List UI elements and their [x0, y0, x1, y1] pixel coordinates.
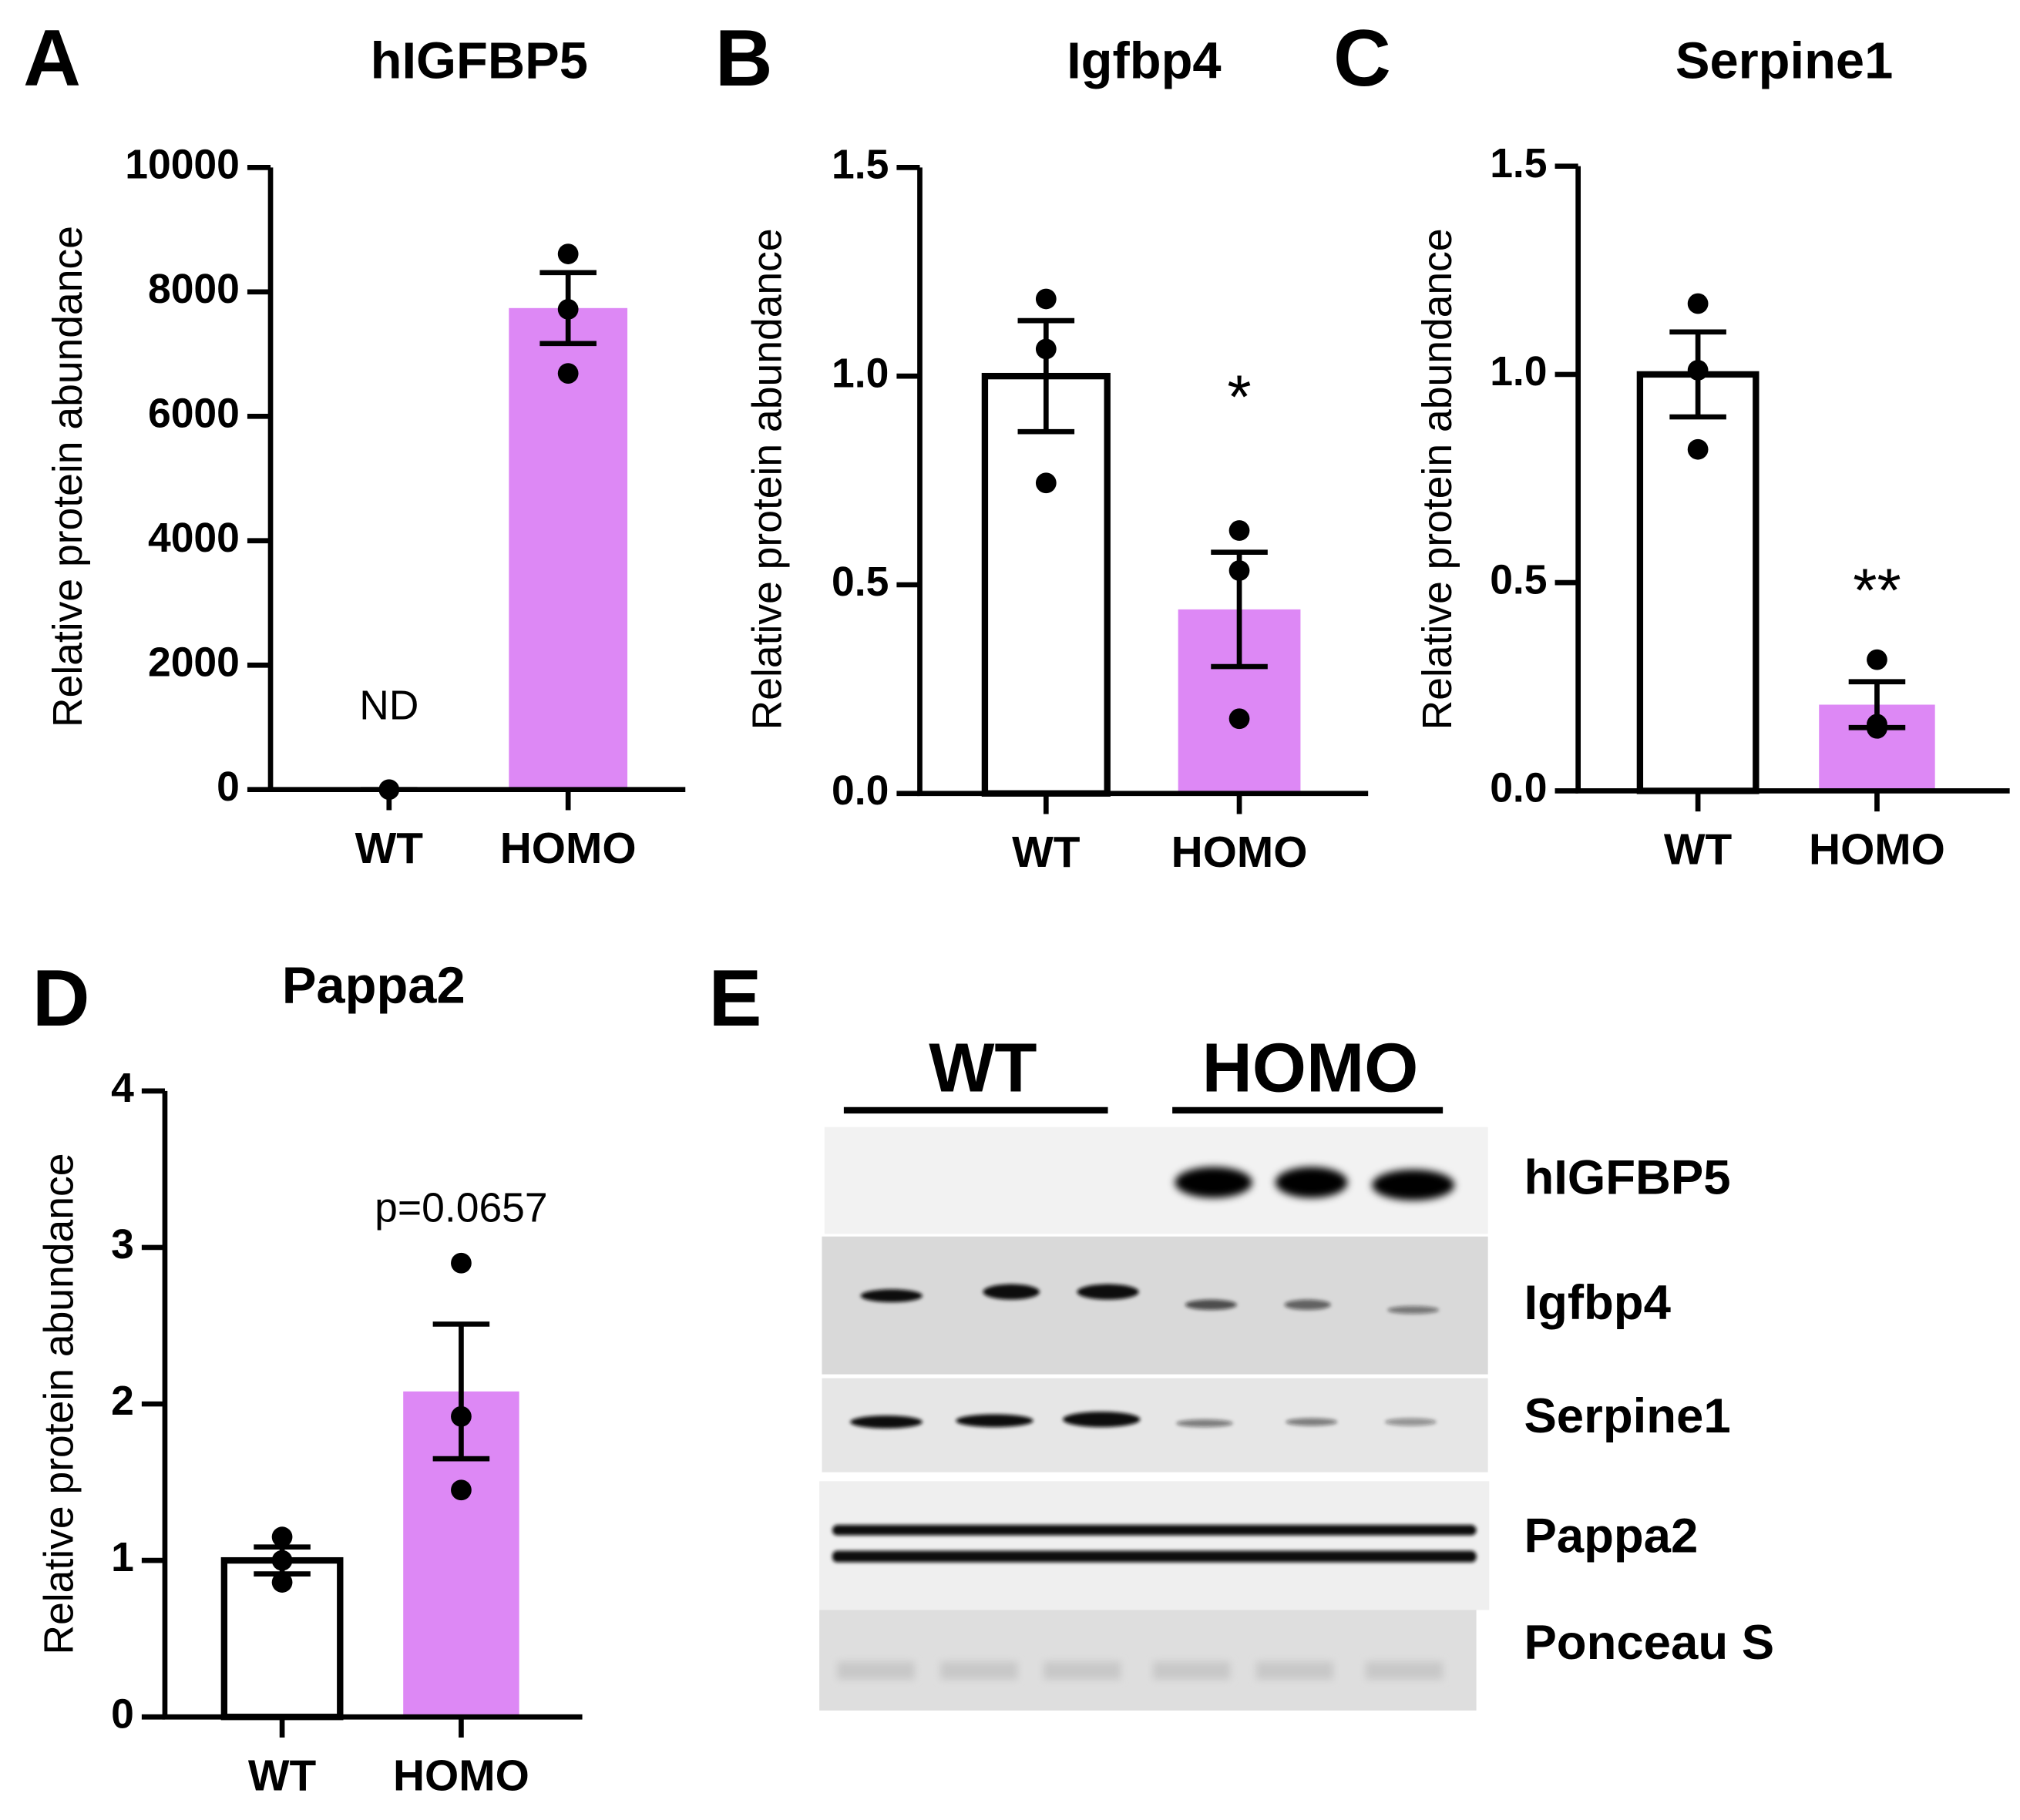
y-tick-label: 1.5 — [832, 142, 889, 187]
error-bar — [1848, 679, 1906, 730]
data-point — [557, 363, 579, 384]
x-tick-label: HOMO — [393, 1751, 529, 1800]
panel-label: E — [708, 953, 761, 1043]
y-tick-label: 1.0 — [1490, 349, 1547, 395]
group-label: HOMO — [1202, 1029, 1419, 1106]
data-point — [1687, 293, 1709, 314]
data-point — [1867, 649, 1887, 670]
x-tick-label: WT — [248, 1751, 317, 1800]
annotation: ND — [359, 683, 418, 729]
x-tick-label: WT — [1012, 828, 1081, 877]
y-tick-label: 0.0 — [1490, 766, 1547, 811]
y-tick-label: 2 — [111, 1378, 134, 1424]
chart-title: Igfbp4 — [1067, 32, 1222, 89]
y-tick-label: 1.0 — [832, 351, 889, 396]
chart-title: hIGFBP5 — [371, 32, 588, 89]
data-point — [1228, 520, 1250, 541]
y-axis-label: Relative protein abundance — [745, 228, 791, 730]
panel-label: D — [32, 953, 90, 1043]
data-point — [557, 243, 579, 264]
y-tick-label: 3 — [111, 1222, 134, 1268]
y-tick-label: 0.0 — [832, 768, 889, 814]
x-tick-label: HOMO — [1171, 828, 1308, 877]
y-tick-label: 8000 — [148, 267, 240, 312]
blot-bands — [832, 1284, 1477, 1563]
band-label: Pappa2 — [1524, 1509, 1698, 1563]
blot-strip — [822, 1236, 1488, 1375]
band-label: Ponceau S — [1524, 1616, 1774, 1670]
y-tick-label: 1 — [111, 1535, 134, 1580]
y-axis-label: Relative protein abundance — [36, 1153, 82, 1655]
group-label: WT — [929, 1029, 1037, 1106]
bar — [509, 307, 628, 790]
x-tick-label: HOMO — [1809, 826, 1945, 875]
error-bar — [1017, 317, 1075, 435]
x-tick-label: WT — [1664, 826, 1733, 875]
error-bar — [1211, 549, 1268, 670]
y-tick-label: 2000 — [148, 640, 240, 685]
panel-label: C — [1333, 13, 1391, 102]
western-blot: E WT HOMO hIGFBP5 Igfbp4 Serpine1 Pappa2… — [708, 953, 1774, 1711]
band-label: hIGFBP5 — [1524, 1151, 1730, 1205]
y-tick-label: 4 — [111, 1066, 134, 1111]
bar-chart: D Pappa2 Relative protein abundance 0 1 2 3 4 WT… — [32, 953, 583, 1800]
y-tick-label: 0.5 — [832, 559, 889, 605]
panel-label: A — [23, 13, 81, 102]
panel-label: B — [715, 13, 773, 102]
data-point — [1687, 438, 1709, 460]
data-point — [1035, 288, 1057, 310]
blot-strip — [819, 1610, 1477, 1711]
band — [1175, 1167, 1252, 1198]
y-tick-label: 0.5 — [1490, 557, 1547, 603]
y-tick-label: 10000 — [125, 142, 240, 187]
ponceau-lanes — [837, 1661, 1444, 1680]
blot-strip — [822, 1378, 1488, 1472]
bar-chart: C Serpine1 Relative protein abundance 0.0 0.… — [1333, 13, 2010, 875]
y-tick-label: 1.5 — [1490, 141, 1547, 186]
band-label: Igfbp4 — [1524, 1276, 1670, 1330]
chart-title: Pappa2 — [282, 956, 466, 1014]
x-tick-label: WT — [355, 824, 424, 873]
band-label: Serpine1 — [1524, 1389, 1730, 1443]
y-axis-label: Relative protein abundance — [1415, 228, 1460, 730]
error-bar — [539, 270, 597, 347]
y-tick-label: 0 — [217, 764, 240, 810]
data-point — [271, 1526, 293, 1548]
annotation: ** — [1853, 556, 1901, 625]
bar — [1636, 371, 1760, 794]
data-point — [451, 1479, 472, 1501]
y-tick-label: 0 — [111, 1691, 134, 1737]
band — [1372, 1169, 1455, 1200]
y-tick-label: 6000 — [148, 391, 240, 436]
error-bar — [432, 1321, 490, 1462]
y-tick-label: 4000 — [148, 515, 240, 561]
y-axis-label: Relative protein abundance — [45, 226, 91, 727]
chart-title: Serpine1 — [1675, 32, 1893, 89]
data-point — [1228, 708, 1250, 730]
annotation: * — [1227, 363, 1251, 432]
band — [1275, 1167, 1348, 1198]
blot-bands — [1175, 1167, 1455, 1200]
x-tick-label: HOMO — [500, 824, 637, 873]
blot-strip — [819, 1481, 1490, 1610]
data-point — [451, 1252, 472, 1274]
data-point — [271, 1572, 293, 1593]
bar — [981, 372, 1111, 797]
bar-chart: B Igfbp4 Relative protein abundance 0.0 0.5 1… — [715, 13, 1369, 877]
data-point — [1035, 472, 1057, 494]
error-bar — [1669, 329, 1726, 420]
annotation: p=0.0657 — [375, 1185, 548, 1231]
error-bar — [254, 1544, 311, 1577]
